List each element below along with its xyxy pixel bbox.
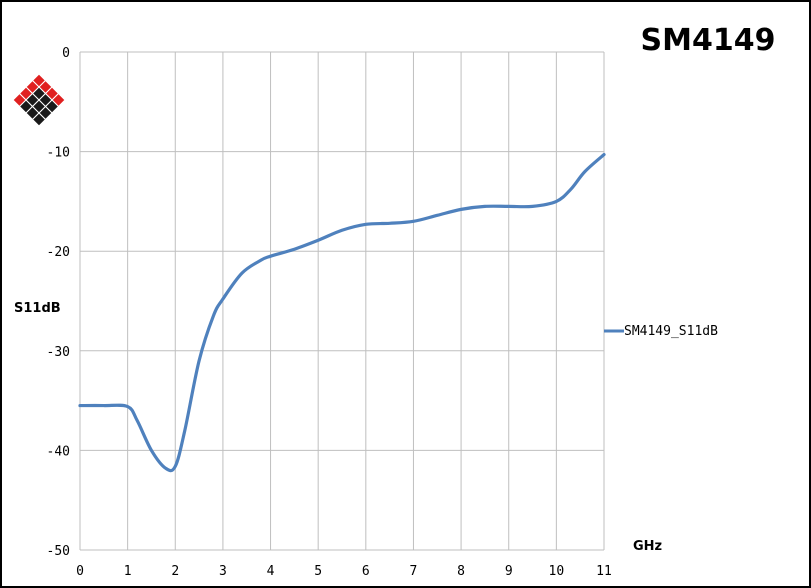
x-tick-label: 3 bbox=[219, 564, 227, 579]
logo-diamond-cell bbox=[31, 112, 47, 127]
x-tick-label: 7 bbox=[410, 564, 418, 579]
series-line-sm4149_s11db bbox=[78, 152, 606, 473]
x-tick-label: 6 bbox=[362, 564, 370, 579]
x-axis-ticks: 0 1 2 3 4 5 6 7 8 9 10 11 bbox=[76, 564, 612, 579]
y-tick-label: -10 bbox=[47, 146, 70, 161]
y-tick-label: -40 bbox=[47, 444, 70, 459]
x-tick-label: 4 bbox=[267, 564, 275, 579]
y-axis-label: S11dB bbox=[14, 301, 61, 316]
x-tick-label: 10 bbox=[549, 564, 565, 579]
y-axis-ticks: 0 -10 -20 -30 -40 -50 bbox=[47, 46, 70, 559]
y-tick-label: -20 bbox=[47, 245, 70, 260]
diamond-logo bbox=[12, 73, 66, 127]
x-tick-label: 2 bbox=[171, 564, 179, 579]
legend: SM4149_S11dB bbox=[604, 324, 718, 339]
gridlines bbox=[79, 51, 605, 551]
chart-title: SM4149 bbox=[641, 23, 776, 58]
x-tick-label: 8 bbox=[457, 564, 465, 579]
series-lines bbox=[78, 152, 606, 473]
legend-label: SM4149_S11dB bbox=[624, 324, 718, 339]
x-axis-label: GHz bbox=[633, 539, 662, 554]
x-tick-label: 1 bbox=[124, 564, 132, 579]
y-tick-label: 0 bbox=[62, 46, 70, 61]
x-tick-label: 9 bbox=[505, 564, 513, 579]
y-tick-label: -50 bbox=[47, 544, 70, 559]
x-tick-label: 11 bbox=[596, 564, 612, 579]
y-tick-label: -30 bbox=[47, 345, 70, 360]
x-tick-label: 5 bbox=[314, 564, 322, 579]
x-tick-label: 0 bbox=[76, 564, 84, 579]
